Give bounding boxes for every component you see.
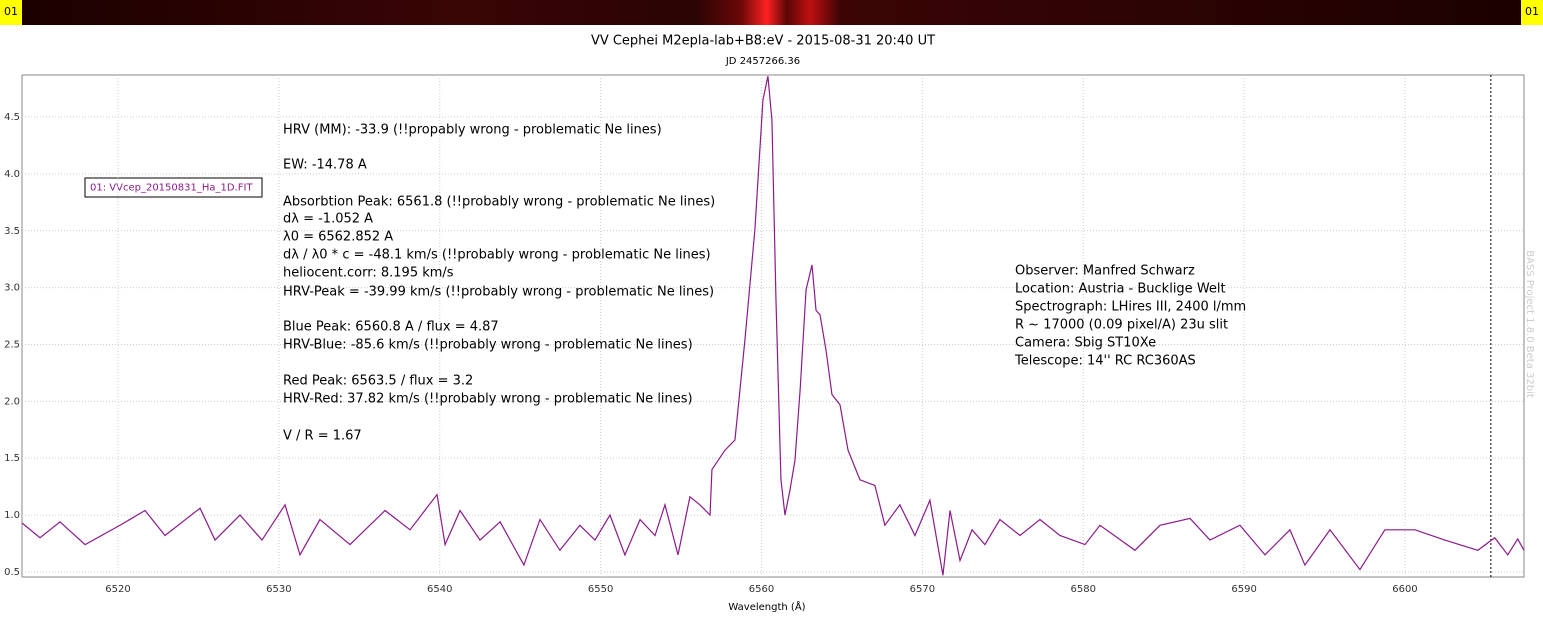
chart-subtitle: JD 2457266.36 [725,56,800,67]
annotation: Red Peak: 6563.5 / flux = 3.2 [283,374,473,389]
y-tick-label: 3.5 [4,226,20,237]
spectrum-strip [0,0,1543,25]
x-tick-label: 6590 [1231,584,1256,595]
annotation: heliocent.corr: 8.195 km/s [283,266,454,281]
annotation: R ~ 17000 (0.09 pixel/A) 23u slit [1015,318,1228,333]
annotation: Spectrograph: LHires III, 2400 l/mm [1015,300,1246,315]
annotation: dλ = -1.052 A [283,212,373,227]
annotation: Observer: Manfred Schwarz [1015,264,1195,279]
annotation: Telescope: 14'' RC RC360AS [1014,354,1196,369]
annotation: V / R = 1.67 [283,429,362,444]
x-tick-label: 6550 [588,584,613,595]
y-tick-label: 0.5 [4,567,20,578]
annotation: HRV-Peak = -39.99 km/s (!!probably wrong… [283,285,714,300]
annotation: HRV-Blue: -85.6 km/s (!!probably wrong -… [283,338,693,353]
y-tick-label: 4.5 [4,112,20,123]
y-tick-label: 2.5 [4,339,20,350]
y-tick-label: 3.0 [4,283,20,294]
badge-label: 01 [1525,5,1539,18]
y-tick-label: 1.5 [4,453,20,464]
badge [0,0,22,25]
annotation: Location: Austria - Bucklige Welt [1015,282,1226,297]
x-tick-label: 6540 [427,584,452,595]
x-tick-label: 6580 [1071,584,1096,595]
legend-box [84,177,263,198]
annotation: λ0 = 6562.852 A [283,230,393,245]
x-tick-label: 6560 [749,584,774,595]
badge [1521,0,1543,25]
x-tick-label: 6530 [266,584,291,595]
y-tick-label: 1.0 [4,510,20,521]
y-tick-label: 4.0 [4,169,20,180]
annotation: dλ / λ0 * c = -48.1 km/s (!!probably wro… [283,248,711,263]
annotation: HRV (MM): -33.9 (!!propably wrong - prob… [283,123,662,138]
plot-frame [21,74,1525,578]
annotation: Blue Peak: 6560.8 A / flux = 4.87 [283,320,499,335]
watermark: BASS Project 1.8.0 Beta 32bit [1524,250,1535,398]
x-tick-label: 6570 [910,584,935,595]
y-tick-label: 2.0 [4,396,20,407]
x-tick-label: 6600 [1392,584,1417,595]
spectrum-line [21,76,1525,576]
x-tick-label: 6520 [105,584,130,595]
legend-label: 01: VVcep_20150831_Ha_1D.FIT [90,183,253,194]
badge-label: 01 [4,5,18,18]
annotation: Camera: Sbig ST10Xe [1015,336,1156,351]
annotation: HRV-Red: 37.82 km/s (!!probably wrong - … [283,392,693,407]
annotation: EW: -14.78 A [283,158,367,173]
x-axis-label: Wavelength (Å) [728,600,805,613]
annotation: Absorbtion Peak: 6561.8 (!!probably wron… [283,195,715,210]
chart-title: VV Cephei M2epla-lab+B8:eV - 2015-08-31 … [591,34,935,49]
